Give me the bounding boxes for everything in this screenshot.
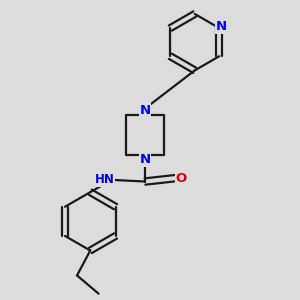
Text: N: N xyxy=(140,154,151,166)
Text: O: O xyxy=(175,172,187,185)
Text: N: N xyxy=(140,104,151,117)
Text: N: N xyxy=(215,20,226,33)
Text: HN: HN xyxy=(94,173,115,186)
